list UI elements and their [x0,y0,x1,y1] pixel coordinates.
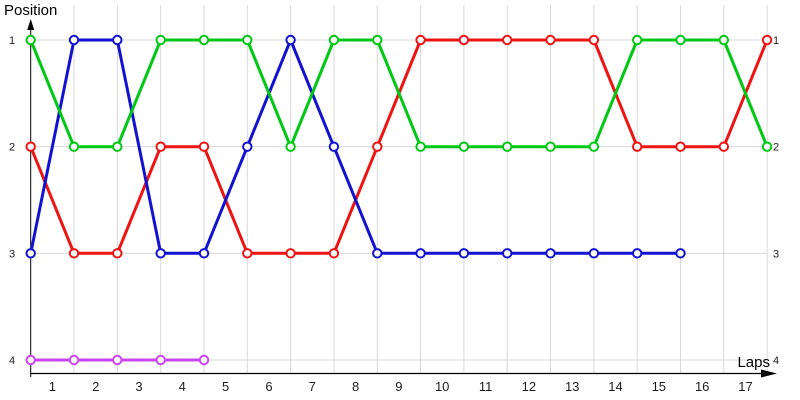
series-violet-point-marker [155,354,166,366]
x-tick-label: 16 [695,379,709,394]
x-tick-label: 17 [738,379,752,394]
series-violet-point-marker [68,354,80,366]
series-violet-point-marker [198,354,210,366]
series-red-point-marker [545,34,556,46]
series-green-point-marker [372,34,383,46]
series-green-point-marker [285,141,296,152]
series-blue-point-marker [25,248,36,259]
series-green-point-marker [328,34,340,46]
y-tick-label-left: 3 [9,248,15,260]
series-green-point-marker [675,34,686,46]
gridlines [30,5,768,374]
y-tick-label-right: 3 [773,248,779,260]
series-blue-point-marker [285,34,296,46]
series-green-point-marker [25,34,36,46]
series-violet-point-marker [112,354,123,366]
series-red-point-marker [415,34,426,46]
series-blue-point-marker [502,248,513,259]
series-green-point-marker [112,141,123,152]
series-blue-point-marker [68,34,80,46]
y-tick-label-left: 1 [9,35,15,47]
series-blue-point-marker [155,248,166,259]
x-tick-label: 11 [479,379,493,394]
series-green-point-marker [68,141,80,152]
series-blue-line [29,38,681,255]
x-tick-label: 6 [265,379,272,394]
series-red-point-marker [68,248,80,259]
x-tick-label: 5 [222,379,229,394]
series-blue-point-marker [328,141,340,152]
y-tick-label-left: 2 [9,142,15,154]
series-green [25,34,773,152]
x-tick-label: 2 [92,379,99,394]
x-tick-label: 8 [352,379,359,394]
series-green-line [29,38,769,149]
series-red-point-marker [458,34,470,46]
y-tick-label-left: 4 [9,355,15,367]
axes [27,19,777,378]
series-red-point-marker [198,141,210,152]
y-axis-title: Position [4,2,58,19]
x-tick-label: 3 [135,379,142,394]
series-blue-point-marker [112,34,123,46]
x-tick-label: 4 [179,379,186,394]
y-tick-label-right: 2 [773,142,779,154]
x-tick-label: 14 [608,379,622,394]
series-blue-point-marker [198,248,210,259]
series-green-point-marker [415,141,426,152]
x-tick-label: 10 [435,379,449,394]
series-green-point-marker [761,141,773,152]
y-tick-label-right: 4 [773,355,779,367]
x-axis-arrowhead-icon [761,369,777,378]
series-blue-point-marker [675,248,686,259]
series-green-point-marker [502,141,513,152]
series-green-point-marker [632,34,643,46]
series-blue-point-marker [372,248,383,259]
series-red-point-marker [112,248,123,259]
series-green-point-marker [458,141,470,152]
series-blue-point-marker [242,141,253,152]
x-axis-title: Laps [737,354,770,371]
series-violet-point-marker [25,354,36,366]
y-axis-arrowhead-icon [27,19,35,30]
series-red-point-marker [761,34,773,46]
series-green-point-marker [198,34,210,46]
series-blue-point-marker [458,248,470,259]
series-red-point-marker [242,248,253,259]
series-green-point-marker [718,34,729,46]
series-blue-point-marker [588,248,600,259]
series-blue [25,34,686,259]
series-red-point-marker [285,248,296,259]
series-red-point-marker [155,141,166,152]
x-tick-label: 1 [49,379,56,394]
x-tick-label: 12 [522,379,536,394]
series-blue-point-marker [545,248,556,259]
series-red-point-marker [372,141,383,152]
series-violet [25,354,210,366]
y-tick-label-right: 1 [773,35,779,47]
series-green-point-marker [242,34,253,46]
series-blue-point-marker [632,248,643,259]
x-tick-label: 13 [565,379,579,394]
series-green-point-marker [545,141,556,152]
series-blue-point-marker [415,248,426,259]
series-red-point-marker [588,34,600,46]
series-red-point-marker [718,141,729,152]
series-green-point-marker [155,34,166,46]
x-tick-label: 9 [395,379,402,394]
series-red-point-marker [675,141,686,152]
series-red-point-marker [632,141,643,152]
series-red-point-marker [328,248,340,259]
x-tick-label: 7 [309,379,316,394]
series-green-point-marker [588,141,600,152]
x-tick-label: 15 [652,379,666,394]
series-red-point-marker [25,141,36,152]
series-red-point-marker [502,34,513,46]
